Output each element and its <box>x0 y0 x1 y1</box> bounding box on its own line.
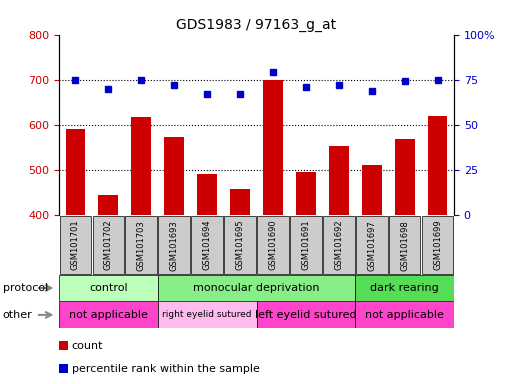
Text: GSM101699: GSM101699 <box>433 220 442 270</box>
Text: protocol: protocol <box>3 283 48 293</box>
Bar <box>256 301 355 328</box>
Bar <box>191 216 223 274</box>
Bar <box>60 216 91 274</box>
Text: not applicable: not applicable <box>365 310 444 320</box>
Text: GSM101692: GSM101692 <box>334 220 343 270</box>
Bar <box>355 301 454 328</box>
Text: GSM101698: GSM101698 <box>400 220 409 271</box>
Text: GSM101697: GSM101697 <box>367 220 376 271</box>
Bar <box>428 116 447 215</box>
Bar <box>257 216 289 274</box>
Bar <box>197 174 217 215</box>
Bar <box>59 301 158 328</box>
Text: GSM101694: GSM101694 <box>203 220 212 270</box>
Bar <box>66 129 85 215</box>
Text: dark rearing: dark rearing <box>370 283 439 293</box>
Bar <box>323 216 354 274</box>
Text: count: count <box>72 341 103 351</box>
Text: not applicable: not applicable <box>69 310 148 320</box>
Bar <box>131 117 151 215</box>
Bar <box>355 275 454 301</box>
Bar <box>362 164 382 215</box>
Bar <box>164 137 184 215</box>
Bar <box>230 189 250 215</box>
Text: GSM101703: GSM101703 <box>137 220 146 271</box>
Text: right eyelid sutured: right eyelid sutured <box>163 310 252 319</box>
Bar <box>158 301 256 328</box>
Bar <box>159 216 190 274</box>
Text: GSM101702: GSM101702 <box>104 220 113 270</box>
Bar <box>126 216 157 274</box>
Title: GDS1983 / 97163_g_at: GDS1983 / 97163_g_at <box>176 18 337 32</box>
Bar <box>263 80 283 215</box>
Bar <box>356 216 387 274</box>
Text: left eyelid sutured: left eyelid sutured <box>255 310 357 320</box>
Bar <box>296 172 315 215</box>
Bar <box>422 216 453 274</box>
Bar <box>98 195 118 215</box>
Bar <box>59 275 158 301</box>
Bar <box>224 216 256 274</box>
Text: GSM101690: GSM101690 <box>268 220 278 270</box>
Bar <box>329 146 349 215</box>
Bar <box>158 275 355 301</box>
Bar <box>389 216 421 274</box>
Bar <box>394 139 415 215</box>
Text: monocular deprivation: monocular deprivation <box>193 283 320 293</box>
Bar <box>92 216 124 274</box>
Text: GSM101693: GSM101693 <box>170 220 179 271</box>
Bar <box>290 216 322 274</box>
Text: control: control <box>89 283 128 293</box>
Text: other: other <box>3 310 32 320</box>
Text: GSM101701: GSM101701 <box>71 220 80 270</box>
Text: GSM101691: GSM101691 <box>301 220 310 270</box>
Text: percentile rank within the sample: percentile rank within the sample <box>72 364 260 374</box>
Text: GSM101695: GSM101695 <box>235 220 245 270</box>
